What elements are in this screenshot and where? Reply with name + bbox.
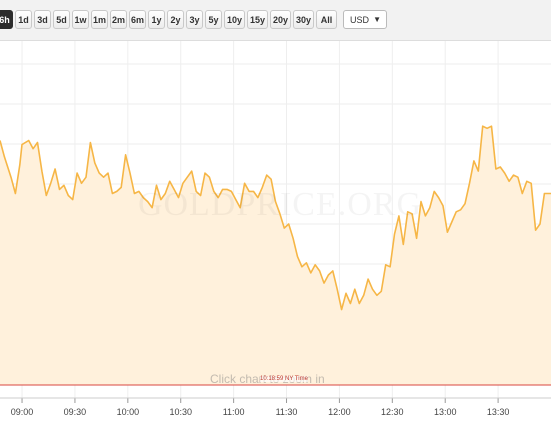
x-tick-label: 09:30: [64, 407, 87, 417]
range-button-3y[interactable]: 3y: [186, 10, 203, 29]
range-button-15y[interactable]: 15y: [247, 10, 268, 29]
x-tick-label: 11:00: [223, 407, 245, 417]
range-button-2y[interactable]: 2y: [167, 10, 184, 29]
x-tick-label: 12:30: [381, 407, 404, 417]
current-time-tag: 10:18:59 NY Time: [260, 376, 308, 382]
range-button-1m[interactable]: 1m: [91, 10, 108, 29]
x-tick-label: 10:00: [117, 407, 140, 417]
range-button-1w[interactable]: 1w: [72, 10, 89, 29]
x-tick-label: 13:00: [434, 407, 457, 417]
x-tick-label: 12:00: [328, 407, 351, 417]
range-button-5y[interactable]: 5y: [205, 10, 222, 29]
range-button-20y[interactable]: 20y: [270, 10, 291, 29]
range-button-1y[interactable]: 1y: [148, 10, 165, 29]
range-button-3d[interactable]: 3d: [34, 10, 51, 29]
chart-svg[interactable]: 09:00 09:30 10:00 10:30 11:00 11:30 12:00 12:30…: [0, 41, 551, 431]
range-button-1d[interactable]: 1d: [15, 10, 32, 29]
chevron-down-icon: ▼: [373, 15, 381, 24]
range-button-all[interactable]: All: [316, 10, 337, 29]
x-tick-label: 09:00: [11, 407, 34, 417]
range-button-30y[interactable]: 30y: [293, 10, 314, 29]
currency-value: USD: [350, 14, 370, 25]
price-area-fill: [0, 126, 551, 385]
price-line: [0, 125, 551, 311]
currency-select[interactable]: USD ▼: [343, 10, 387, 29]
range-button-2m[interactable]: 2m: [110, 10, 127, 29]
toolbar: 6h 1d 3d 5d 1w 1m 2m 6m 1y 2y 3y 5y 10y 15y 20y 30y All …: [0, 0, 551, 41]
range-button-10y[interactable]: 10y: [224, 10, 245, 29]
price-chart[interactable]: 09:00 09:30 10:00 10:30 11:00 11:30 12:00 12:30…: [0, 41, 551, 431]
range-button-6h[interactable]: 6h: [0, 10, 13, 29]
x-tick-label: 11:30: [276, 407, 298, 417]
x-tick-label: 10:30: [169, 407, 192, 417]
x-tick-label: 13:30: [487, 407, 510, 417]
range-button-5d[interactable]: 5d: [53, 10, 70, 29]
range-button-6m[interactable]: 6m: [129, 10, 146, 29]
